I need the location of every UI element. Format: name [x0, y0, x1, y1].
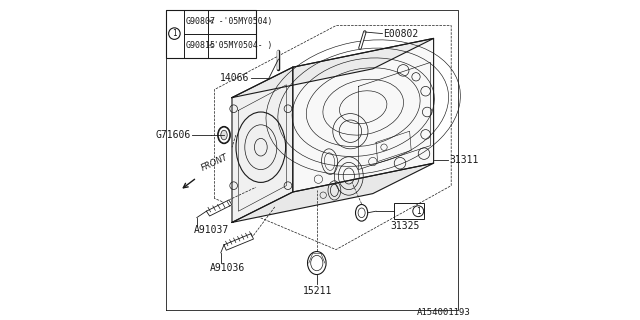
- Ellipse shape: [218, 127, 230, 143]
- Text: 1: 1: [172, 29, 177, 38]
- Text: E00802: E00802: [383, 28, 419, 39]
- Bar: [166, 10, 256, 58]
- Polygon shape: [206, 200, 232, 216]
- Text: 31325: 31325: [390, 220, 420, 231]
- Text: G90815: G90815: [186, 41, 215, 50]
- Text: A154001193: A154001193: [417, 308, 470, 317]
- Ellipse shape: [356, 204, 367, 221]
- Polygon shape: [224, 234, 253, 250]
- Text: FRONT: FRONT: [200, 153, 229, 173]
- Text: 1: 1: [416, 207, 420, 216]
- Polygon shape: [232, 38, 434, 98]
- Text: A91037: A91037: [193, 225, 229, 236]
- Text: G90807: G90807: [186, 17, 215, 26]
- Ellipse shape: [307, 252, 326, 275]
- Polygon shape: [232, 67, 292, 222]
- Text: 14066: 14066: [220, 73, 250, 84]
- Text: 15211: 15211: [302, 286, 332, 296]
- Text: 31311: 31311: [450, 155, 479, 165]
- Polygon shape: [232, 163, 434, 222]
- Text: <'05MY0504- ): <'05MY0504- ): [209, 41, 273, 50]
- Text: < -'05MY0504): < -'05MY0504): [209, 17, 273, 26]
- Polygon shape: [292, 38, 434, 192]
- Polygon shape: [292, 38, 434, 192]
- Ellipse shape: [221, 130, 227, 140]
- Text: G71606: G71606: [155, 130, 191, 140]
- Bar: [394, 203, 424, 219]
- Text: A91036: A91036: [210, 263, 245, 273]
